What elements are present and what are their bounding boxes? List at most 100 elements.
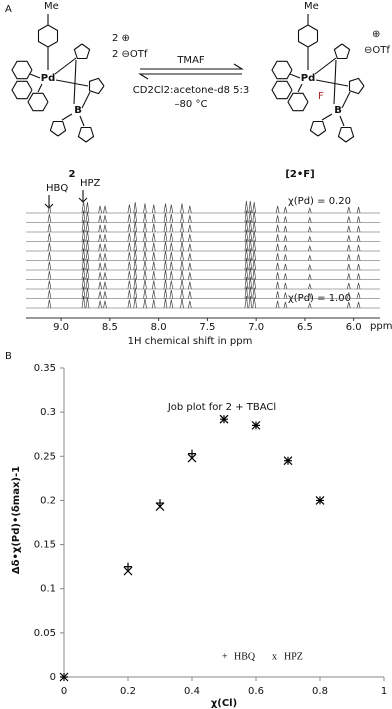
marker [187,453,197,463]
y-tick-label: 0.35 [34,363,56,374]
peak [103,291,107,299]
peak [307,283,312,290]
peak [169,261,174,271]
peak [151,204,156,214]
peak [169,280,174,290]
peak [143,269,147,280]
peak [169,233,174,242]
peak [248,238,253,252]
x-tick-label: 6.0 [346,322,362,333]
peak [283,216,288,223]
peak [346,235,351,242]
atom-label: Pd [301,73,316,84]
peak [127,242,132,252]
peak [169,252,174,261]
peak [143,288,147,299]
spectra: 9.0 8.5 8.0 7.5 7.0 6.5 6.0 [26,200,380,333]
peak [187,291,192,299]
peak [248,210,253,223]
peak [133,211,138,223]
compound-name: [2•F] [285,169,314,180]
legend-marker: x [272,651,277,662]
peak [133,240,138,252]
peak [307,302,312,309]
trace-label: χ(Pd) = 0.20 [288,196,351,207]
peak [103,253,107,261]
peak [248,286,253,299]
x-tick-label: 0.6 [248,686,264,697]
peak [85,297,90,309]
peak [47,204,52,214]
peak [180,250,184,261]
peak [81,238,86,252]
peak [346,225,351,233]
peak [180,212,184,223]
peak [103,300,107,309]
peak [85,268,90,280]
peak [346,273,351,280]
marker [59,672,69,682]
peak [98,281,102,290]
peak [163,212,168,223]
peak [151,290,156,299]
compound-name: 2 [69,169,76,180]
peak [356,282,361,290]
peak [98,215,102,223]
peak [248,200,253,214]
peak [356,225,361,233]
x-tick-label: 0.8 [312,686,328,697]
peak [81,219,86,233]
peak [85,287,90,299]
marker [251,420,261,430]
peak [346,206,351,214]
peak [85,240,90,252]
x-tick-label: 0.4 [184,686,200,697]
peak [356,292,361,299]
peak [244,229,249,242]
counterion: 2 ⊖OTf [112,49,148,60]
peak [133,221,138,233]
temperature: –80 °C [175,99,208,110]
panel-label: B [5,351,12,362]
peak [143,260,147,271]
peak [47,214,52,223]
peak [356,263,361,271]
marker [156,499,164,508]
x-tick-label: 0.2 [120,686,136,697]
peak [187,243,192,252]
peak [307,235,312,242]
peak [163,288,168,299]
x-axis-label: χ(Cl) [211,698,237,709]
peak [307,245,312,252]
peak [244,295,249,309]
peak [163,203,168,214]
peak [103,262,107,271]
peak [187,205,192,214]
peak-label: HPZ [80,178,101,189]
x-axis-label: 1H chemical shift in ppm [128,336,253,347]
unit-label: ppm [370,321,392,332]
peak [103,243,107,252]
peak [169,271,174,280]
x-tick-label: 0 [61,686,67,697]
peak [248,276,253,290]
peak [244,257,249,271]
y-tick-label: 0.3 [40,407,56,418]
peak [307,264,312,271]
peak [283,273,288,280]
peak [187,234,192,242]
peak [103,234,107,242]
peak [47,242,52,252]
peak [151,242,156,252]
x-tick-label: 8.0 [151,322,167,333]
peak [98,234,102,242]
peak [133,202,138,214]
peak [248,219,253,233]
peak [275,234,280,242]
peak [252,240,257,252]
panel-label: A [5,4,12,15]
peak [81,286,86,299]
peak [47,280,52,290]
x-tick-label: 6.5 [297,322,313,333]
